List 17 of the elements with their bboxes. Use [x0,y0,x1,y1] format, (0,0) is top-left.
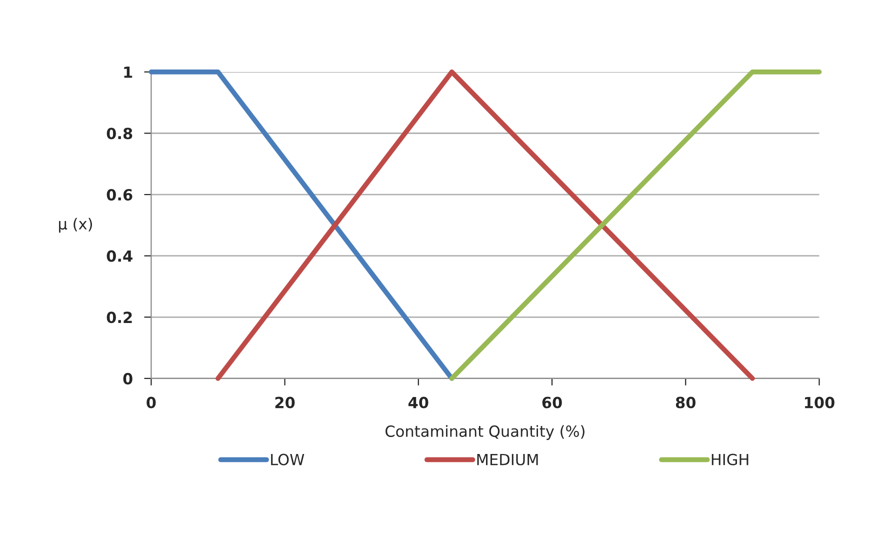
y-tick-label: 0.2 [106,312,132,324]
y-axis-title: μ (x) [59,218,92,233]
legend-label: MEDIUM [477,454,538,466]
x-tick-label: 40 [408,396,428,408]
y-tick-label: 0.8 [106,128,132,140]
y-tick-label: 0.6 [106,189,132,201]
y-tick-label: 1 [124,66,132,78]
x-tick-label: 0 [146,396,156,408]
x-tick-label: 80 [676,396,696,408]
legend-label: HIGH [712,454,748,466]
x-tick-label: 20 [275,396,295,408]
x-tick-label: 60 [542,396,562,408]
legend-label: LOW [271,454,304,466]
y-tick-label: 0 [123,372,132,384]
x-axis-title: Contaminant Quantity (%) [386,425,584,440]
y-tick-label: 0.4 [106,250,132,262]
x-tick-label: 100 [805,396,834,408]
